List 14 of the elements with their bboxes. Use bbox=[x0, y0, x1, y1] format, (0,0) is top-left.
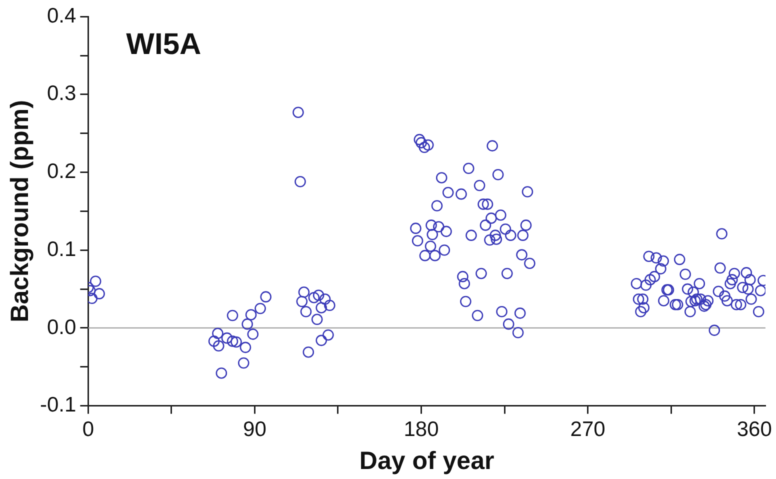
y-tick-label: 0.2 bbox=[46, 160, 76, 184]
x-tick-label: 270 bbox=[570, 418, 606, 442]
x-axis-title: Day of year bbox=[359, 446, 494, 475]
y-tick-label: 0.1 bbox=[46, 238, 76, 261]
y-tick-label: 0.0 bbox=[46, 316, 76, 339]
y-tick-label: 0.4 bbox=[46, 4, 76, 28]
y-tick-label: -0.1 bbox=[40, 394, 76, 417]
y-axis-title: Background (ppm) bbox=[6, 100, 34, 322]
chart-title: WI5A bbox=[126, 28, 202, 61]
x-tick-label: 360 bbox=[736, 418, 772, 442]
x-tick-label: 0 bbox=[82, 418, 94, 442]
x-tick-label: 90 bbox=[243, 418, 266, 442]
x-tick-label: 180 bbox=[404, 418, 439, 442]
y-tick-label: 0.3 bbox=[46, 82, 76, 106]
